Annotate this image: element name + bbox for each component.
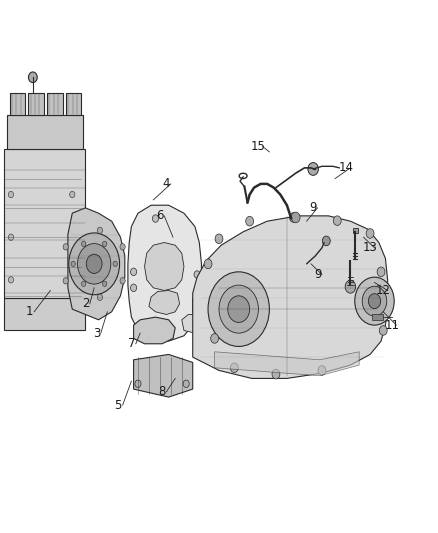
Circle shape — [163, 329, 170, 337]
Circle shape — [102, 241, 107, 247]
Polygon shape — [4, 149, 85, 298]
Circle shape — [120, 278, 125, 284]
Circle shape — [333, 216, 341, 225]
Circle shape — [81, 281, 86, 286]
Circle shape — [379, 326, 387, 335]
Polygon shape — [182, 314, 201, 333]
Circle shape — [208, 272, 269, 346]
Polygon shape — [134, 317, 175, 344]
Circle shape — [230, 363, 238, 373]
Circle shape — [219, 285, 258, 333]
Text: 6: 6 — [156, 209, 164, 222]
Circle shape — [63, 278, 68, 284]
Circle shape — [102, 281, 107, 286]
Text: 1: 1 — [26, 305, 34, 318]
Polygon shape — [149, 290, 180, 314]
Text: 13: 13 — [363, 241, 378, 254]
Circle shape — [120, 244, 125, 250]
Polygon shape — [7, 115, 83, 149]
Text: 12: 12 — [376, 284, 391, 297]
Circle shape — [78, 244, 111, 284]
Polygon shape — [68, 208, 125, 320]
Circle shape — [71, 261, 75, 266]
Circle shape — [204, 259, 212, 269]
Polygon shape — [4, 298, 85, 330]
Polygon shape — [134, 354, 193, 397]
Circle shape — [345, 280, 356, 293]
Circle shape — [272, 369, 280, 379]
Circle shape — [183, 380, 189, 387]
Circle shape — [152, 215, 159, 222]
Circle shape — [228, 296, 250, 322]
Text: 15: 15 — [251, 140, 266, 153]
Polygon shape — [28, 93, 44, 115]
Circle shape — [131, 284, 137, 292]
Circle shape — [362, 286, 387, 316]
Circle shape — [368, 294, 381, 309]
Circle shape — [377, 267, 385, 277]
Circle shape — [8, 234, 14, 240]
Circle shape — [8, 191, 14, 198]
Circle shape — [97, 294, 102, 301]
Circle shape — [194, 271, 200, 278]
Text: 5: 5 — [115, 399, 122, 411]
Text: 9: 9 — [309, 201, 317, 214]
Text: 9: 9 — [314, 268, 321, 281]
Circle shape — [355, 277, 394, 325]
FancyBboxPatch shape — [353, 228, 358, 233]
Circle shape — [70, 277, 75, 283]
Circle shape — [308, 163, 318, 175]
Circle shape — [131, 268, 137, 276]
Polygon shape — [372, 314, 383, 320]
Text: 4: 4 — [162, 177, 170, 190]
Circle shape — [246, 216, 254, 226]
Circle shape — [215, 234, 223, 244]
Circle shape — [211, 334, 219, 343]
Circle shape — [318, 366, 326, 375]
Circle shape — [290, 213, 297, 222]
Circle shape — [69, 233, 120, 295]
Circle shape — [291, 212, 300, 223]
Polygon shape — [10, 93, 25, 115]
Circle shape — [28, 72, 37, 83]
Circle shape — [135, 380, 141, 387]
Circle shape — [81, 241, 86, 247]
Polygon shape — [193, 216, 388, 378]
Text: 14: 14 — [339, 161, 353, 174]
Circle shape — [63, 244, 68, 250]
Circle shape — [70, 191, 75, 198]
Polygon shape — [47, 93, 63, 115]
Text: 2: 2 — [81, 297, 89, 310]
Text: 3: 3 — [93, 327, 100, 340]
Circle shape — [113, 261, 117, 266]
Circle shape — [70, 234, 75, 240]
Circle shape — [366, 229, 374, 238]
Text: 11: 11 — [385, 319, 399, 332]
Circle shape — [86, 254, 102, 273]
Circle shape — [8, 277, 14, 283]
Polygon shape — [145, 243, 184, 290]
Circle shape — [322, 236, 330, 246]
Polygon shape — [66, 93, 81, 115]
Text: 8: 8 — [159, 385, 166, 398]
Polygon shape — [215, 352, 359, 376]
Circle shape — [97, 227, 102, 233]
Text: 7: 7 — [127, 337, 135, 350]
Polygon shape — [193, 282, 289, 352]
Polygon shape — [128, 205, 201, 341]
